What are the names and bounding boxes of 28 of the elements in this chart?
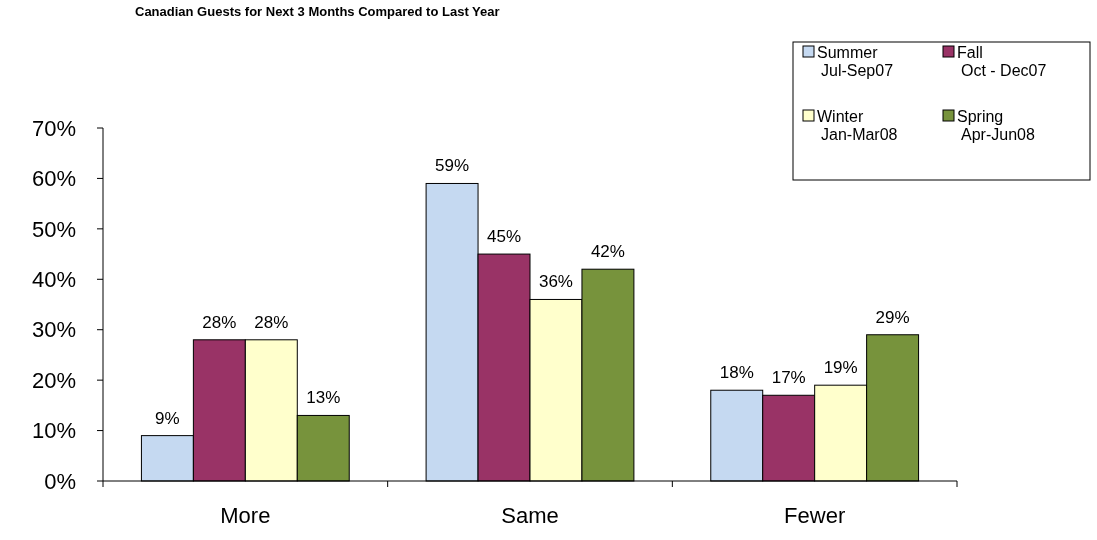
y-tick-label: 0% bbox=[44, 468, 76, 494]
legend-label: Summer Jul-Sep07 bbox=[817, 44, 894, 79]
y-tick-label: 40% bbox=[31, 266, 76, 292]
x-tick-label: Same bbox=[501, 503, 559, 528]
data-label: 42% bbox=[590, 242, 625, 262]
y-tick-label: 50% bbox=[31, 216, 76, 242]
x-tick-label: Fewer bbox=[784, 503, 846, 528]
y-tick-label: 10% bbox=[31, 418, 76, 444]
data-label: 18% bbox=[719, 363, 754, 383]
data-label: 29% bbox=[875, 307, 910, 327]
y-tick-label: 30% bbox=[31, 317, 76, 343]
legend-label: Fall Oct - Dec07 bbox=[957, 44, 1047, 79]
legend-label: Winter Jan-Mar08 bbox=[817, 108, 898, 143]
chart-title: Canadian Guests for Next 3 Months Compared to Last Year bbox=[135, 4, 500, 19]
x-tick-label: More bbox=[220, 503, 271, 528]
legend-label: Spring Apr-Jun08 bbox=[957, 108, 1035, 143]
data-label: 45% bbox=[487, 227, 522, 247]
data-label: 59% bbox=[435, 156, 470, 176]
y-tick-label: 20% bbox=[31, 367, 76, 393]
data-label: 13% bbox=[306, 388, 341, 408]
y-tick-label: 60% bbox=[31, 166, 76, 192]
data-label: 19% bbox=[823, 358, 858, 378]
data-label: 17% bbox=[771, 368, 806, 388]
data-label: 9% bbox=[155, 408, 180, 428]
y-tick-label: 70% bbox=[31, 115, 76, 141]
data-label: 28% bbox=[202, 312, 237, 332]
data-label: 28% bbox=[254, 312, 289, 332]
data-label: 36% bbox=[538, 272, 573, 292]
